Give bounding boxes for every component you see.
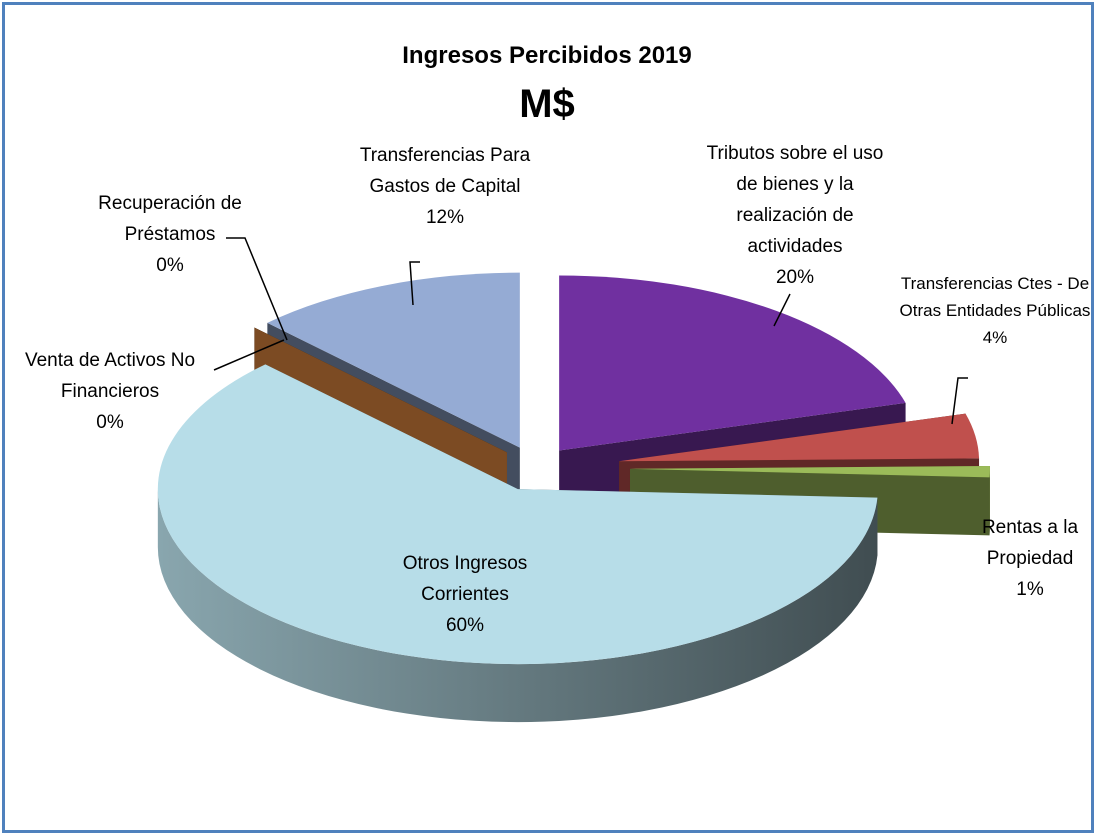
pie-slice	[559, 275, 906, 451]
data-label: Tributos sobre el uso de bienes y la rea…	[695, 138, 895, 293]
leader-line	[226, 237, 288, 341]
category-label: Recuperación de Préstamos	[98, 193, 242, 245]
value-label: 0%	[96, 412, 124, 433]
leader-line	[773, 293, 791, 327]
chart-subtitle: M$	[519, 82, 575, 126]
data-label: Venta de Activos No Financieros 0%	[10, 345, 210, 438]
value-label: 12%	[425, 207, 465, 228]
value-label: 4%	[982, 328, 1008, 347]
category-label: Transferencias Para Gastos de Capital	[359, 145, 531, 197]
data-label: Rentas a la Propiedad 1%	[955, 512, 1094, 605]
data-label: Transferencias Ctes - De Otras Entidades…	[895, 270, 1094, 351]
pie-slice	[629, 466, 990, 478]
pie-slice	[254, 327, 507, 453]
leader-line	[409, 261, 420, 306]
pie-slice	[267, 272, 520, 448]
slice-wall	[157, 489, 878, 723]
value-label: 0%	[156, 255, 184, 276]
category-label: Otros Ingresos Corrientes	[402, 553, 528, 605]
category-label: Tributos sobre el uso de bienes y la rea…	[706, 143, 884, 257]
pie-slice	[157, 364, 878, 665]
category-label: Transferencias Ctes - De Otras Entidades…	[899, 274, 1091, 320]
data-label: Recuperación de Préstamos 0%	[70, 188, 270, 281]
value-label: 20%	[775, 267, 815, 288]
category-label: Rentas a la Propiedad	[981, 517, 1079, 569]
data-label: Transferencias Para Gastos de Capital 12%	[345, 140, 545, 233]
value-label: 1%	[1016, 579, 1044, 600]
category-label: Venta de Activos No Financieros	[24, 350, 196, 402]
leader-line	[951, 377, 968, 425]
chart-title: Ingresos Percibidos 2019	[402, 42, 692, 69]
data-label: Otros Ingresos Corrientes 60%	[365, 548, 565, 641]
pie-slice	[619, 413, 980, 462]
value-label: 60%	[445, 615, 485, 636]
leader-line	[213, 339, 285, 371]
